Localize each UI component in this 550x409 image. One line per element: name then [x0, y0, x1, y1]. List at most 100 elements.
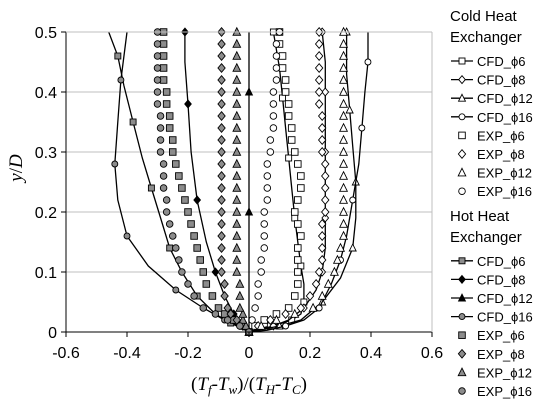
data-point — [165, 124, 174, 132]
data-point — [153, 100, 162, 108]
data-point — [211, 310, 220, 318]
legend-marker — [457, 149, 467, 159]
data-point — [358, 124, 366, 132]
data-point — [193, 244, 201, 252]
legend-item-label: CFD_ϕ12 — [477, 91, 533, 106]
data-point — [156, 148, 165, 156]
series-13 — [217, 27, 254, 337]
series-3 — [248, 32, 372, 333]
x-tick-label: 0 — [245, 345, 254, 362]
data-point — [217, 183, 226, 193]
data-point — [232, 38, 242, 48]
data-point — [339, 86, 349, 96]
data-point — [217, 123, 226, 133]
x-tick-label: 0.2 — [299, 345, 321, 362]
data-point — [339, 170, 349, 180]
data-point — [291, 148, 299, 156]
data-point — [153, 52, 162, 60]
data-point — [317, 219, 327, 229]
data-point — [172, 160, 180, 168]
data-point — [287, 124, 296, 132]
legend-marker — [457, 348, 467, 359]
y-axis-label-slash: / — [6, 167, 27, 173]
data-point — [339, 110, 349, 120]
x-axis-label: (Tf-Tw)/(TH-TC) — [191, 374, 307, 397]
data-point — [339, 182, 349, 192]
x-axis-label-sub-H: H — [265, 382, 276, 397]
data-point — [217, 87, 226, 97]
data-point — [339, 98, 349, 108]
data-point — [196, 256, 204, 264]
data-point — [217, 195, 226, 205]
data-point — [314, 87, 324, 97]
data-point — [263, 160, 272, 168]
data-point — [314, 75, 324, 85]
x-axis-label-sub-f: f — [208, 382, 214, 397]
legend-item-label: CFD_ϕ8 — [477, 73, 525, 88]
data-point — [232, 74, 242, 84]
data-point — [111, 160, 119, 168]
data-point — [184, 208, 192, 216]
data-point — [317, 135, 327, 145]
data-point — [339, 134, 349, 144]
data-point — [272, 64, 281, 72]
data-point — [217, 243, 226, 253]
data-point — [232, 110, 242, 120]
data-point — [232, 98, 242, 108]
data-point — [272, 52, 281, 60]
data-point — [232, 122, 242, 132]
x-axis-label-close: ) — [301, 374, 307, 395]
data-point — [199, 304, 207, 312]
legend-group-title: Hot Heat — [450, 208, 510, 225]
data-point — [166, 244, 174, 252]
data-point — [317, 255, 327, 265]
data-point — [254, 292, 262, 300]
data-point — [232, 266, 242, 276]
data-point — [290, 308, 300, 318]
data-point — [159, 160, 168, 168]
data-point — [184, 280, 192, 288]
data-point — [321, 183, 330, 193]
data-point — [294, 244, 302, 252]
legend-item-label: CFD_ϕ8 — [477, 272, 525, 287]
series-11 — [111, 31, 250, 333]
data-point — [282, 322, 290, 330]
data-point — [156, 124, 165, 132]
data-point — [345, 105, 354, 114]
x-axis-label-mid: )/( — [237, 374, 255, 395]
data-point — [269, 112, 278, 120]
data-point — [297, 172, 305, 180]
series-line — [248, 32, 357, 333]
data-point — [217, 99, 226, 109]
data-point — [220, 291, 229, 301]
data-point — [217, 147, 226, 157]
x-tick-label: -0.6 — [52, 345, 80, 362]
data-point — [321, 207, 330, 217]
data-point — [159, 184, 168, 192]
data-point — [123, 232, 131, 240]
data-point — [238, 308, 248, 318]
data-point — [211, 267, 220, 277]
data-point — [339, 194, 349, 204]
legend-item-label: CFD_ϕ16 — [477, 110, 533, 125]
data-point — [217, 39, 226, 49]
data-point — [235, 302, 245, 312]
series-4 — [245, 28, 305, 336]
data-point — [162, 88, 171, 96]
legend-marker — [457, 367, 467, 377]
legend-marker — [458, 331, 466, 339]
data-point — [232, 194, 242, 204]
data-point — [159, 76, 168, 84]
x-axis-label-T1: T — [197, 374, 209, 395]
series-line — [114, 31, 250, 333]
data-point — [281, 309, 290, 319]
data-point — [311, 279, 321, 289]
data-point — [172, 286, 180, 294]
data-point — [217, 111, 226, 121]
data-point — [175, 172, 183, 180]
legend-item-label: CFD_ϕ6 — [477, 254, 525, 269]
data-point — [232, 86, 242, 96]
data-point — [335, 242, 346, 252]
y-tick-label: 0.5 — [35, 25, 57, 42]
data-point — [114, 52, 122, 60]
